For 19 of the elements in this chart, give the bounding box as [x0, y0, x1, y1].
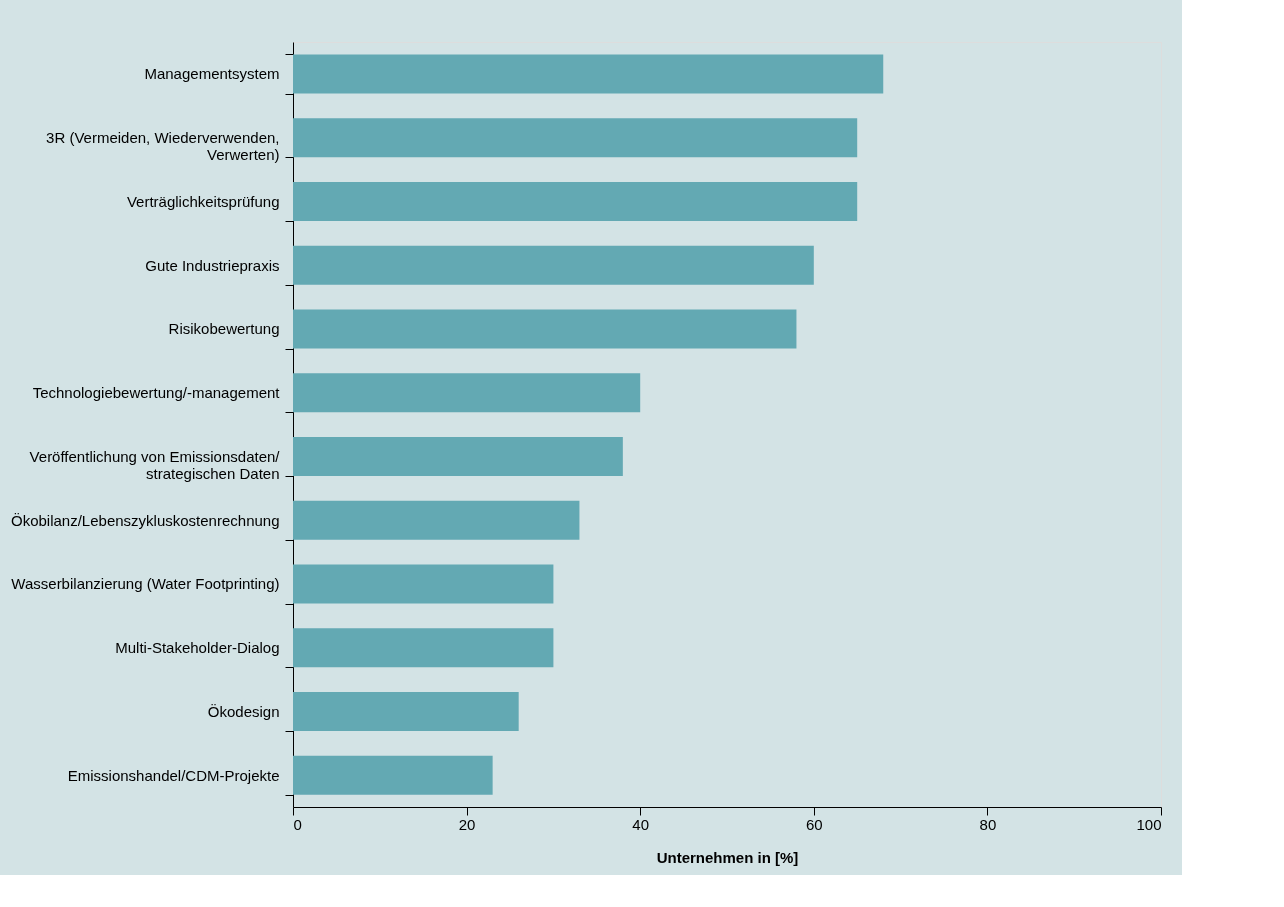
y-tick-label: Ökodesign: [207, 702, 280, 720]
y-tick-label: Verträglichkeitsprüfung: [126, 192, 280, 210]
y-tick-label: Technologiebewertung/-management: [32, 384, 281, 402]
y-tick-label: 3R (Vermeiden, Wiederverwenden, Verwerten): [46, 129, 280, 164]
x-tick-label: 60: [805, 815, 823, 833]
y-tick-label: Emissionshandel/CDM-Projekte: [67, 766, 280, 784]
y-tick-label: Risikobewertung: [168, 320, 280, 338]
y-tick-label: Veröffentlichung von Emissionsdaten/ strategischen Daten: [29, 447, 281, 482]
y-tick-label: Ökobilanz/Lebenszykluskostenrechnung: [11, 511, 280, 529]
x-tick-label: 20: [458, 815, 476, 833]
y-tick-label: Wasserbilanzierung (Water Footprinting): [11, 575, 280, 593]
y-tick-label: Gute Industriepraxis: [145, 256, 280, 274]
y-tick-label: Managementsystem: [144, 65, 280, 83]
x-axis-title: Unternehmen in [%]: [656, 848, 799, 866]
x-tick-label: 100: [1136, 815, 1162, 833]
x-tick-label: 80: [979, 815, 997, 833]
x-tick-label: 0: [293, 815, 302, 833]
x-tick-label: 40: [632, 815, 650, 833]
y-tick-label: Multi-Stakeholder-Dialog: [115, 639, 280, 657]
